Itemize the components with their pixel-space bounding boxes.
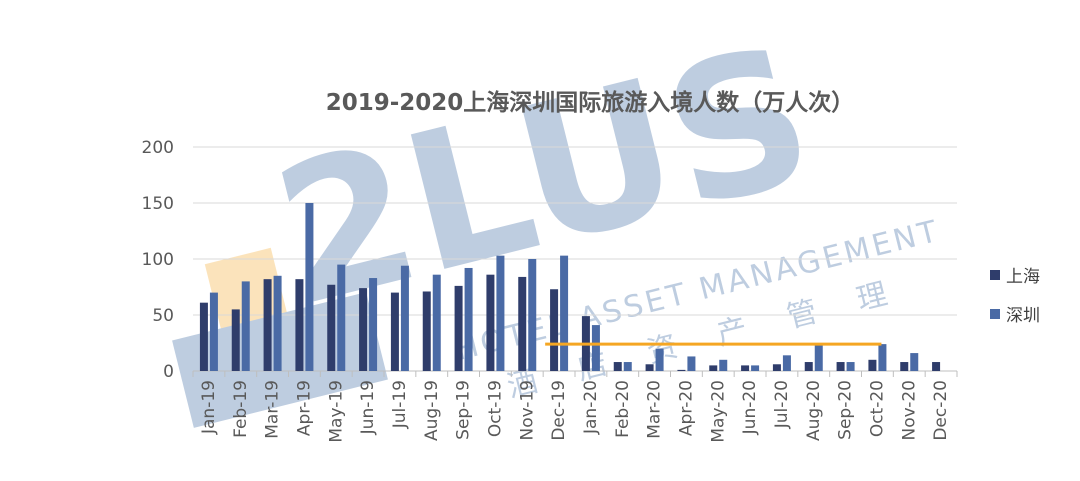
bar-shanghai [263, 279, 272, 371]
bar-shanghai [390, 292, 399, 371]
legend-label-shanghai: 上海 [1006, 267, 1040, 287]
x-tick-label: Sep-19 [454, 380, 474, 440]
x-tick-label: Feb-19 [231, 380, 251, 438]
x-tick-label: May-19 [326, 380, 346, 443]
bar-shenzhen [337, 264, 346, 371]
bar-shanghai [741, 365, 750, 371]
bar-shanghai [231, 309, 240, 371]
legend-swatch-shanghai [990, 270, 1000, 280]
bar-shanghai [804, 362, 813, 371]
bar-shenzhen [464, 267, 473, 371]
x-tick-label: Apr-20 [676, 380, 696, 436]
y-tick-label: 100 [142, 250, 174, 270]
bar-shanghai [550, 289, 559, 371]
y-tick-label: 0 [163, 362, 174, 382]
bar-shenzhen [496, 255, 505, 371]
x-tick-label: Oct-20 [867, 380, 887, 437]
chart-title: 2019-2020上海深圳国际旅游入境人数（万人次） [326, 89, 855, 116]
x-tick-label: May-20 [708, 380, 728, 443]
bar-shanghai [359, 288, 368, 371]
bar-shenzhen [655, 348, 664, 371]
bar-shenzhen [687, 356, 696, 371]
bar-shenzhen [910, 353, 919, 371]
x-tick-label: Jul-20 [772, 380, 792, 429]
bar-shenzhen [782, 355, 791, 371]
y-tick-label: 200 [142, 138, 174, 158]
bars [199, 203, 941, 371]
bar-shanghai [868, 359, 877, 371]
bar-shanghai [199, 302, 208, 371]
bar-shenzhen [591, 325, 600, 371]
x-axis-ticks: Jan-19 Feb-19 Mar-19 Apr-19 May-19 Jun-19 Jul-… [192, 371, 958, 443]
x-tick-label: Aug-19 [422, 380, 442, 441]
x-tick-label: Jun-20 [740, 380, 760, 435]
x-tick-label: Nov-20 [899, 380, 919, 441]
bar-shenzhen [528, 259, 537, 371]
x-tick-label: Dec-20 [931, 380, 951, 441]
bar-shanghai [327, 284, 336, 371]
bar-shenzhen [719, 359, 728, 371]
bar-shenzhen [369, 278, 378, 371]
x-tick-label: Jan-20 [581, 380, 601, 435]
bar-shenzhen [623, 362, 632, 371]
x-tick-label: Feb-20 [613, 380, 633, 438]
legend-label-shenzhen: 深圳 [1006, 306, 1040, 326]
bar-shanghai [836, 362, 845, 371]
y-tick-label: 150 [142, 194, 174, 214]
y-tick-label: 50 [152, 306, 174, 326]
x-tick-label: Jun-19 [358, 380, 378, 435]
bar-shenzhen [305, 203, 314, 371]
x-tick-label: Sep-20 [836, 380, 856, 440]
bar-shenzhen [400, 265, 409, 371]
bar-shenzhen [814, 345, 823, 371]
x-tick-label: Mar-20 [645, 380, 665, 439]
bar-shanghai [454, 285, 463, 371]
x-tick-label: Mar-19 [263, 380, 283, 439]
bar-shanghai [932, 362, 941, 371]
bar-shanghai [486, 274, 495, 371]
bar-shenzhen [751, 365, 760, 371]
bar-shenzhen [209, 292, 218, 371]
bar-shanghai [677, 369, 686, 371]
bar-shenzhen [878, 344, 887, 371]
x-tick-label: Nov-19 [517, 380, 537, 441]
bar-shanghai [772, 364, 781, 371]
bar-shanghai [295, 279, 304, 371]
legend-swatch-shenzhen [990, 309, 1000, 319]
bar-shenzhen [846, 362, 855, 371]
x-tick-label: Jan-19 [199, 380, 219, 435]
bar-shanghai [613, 362, 622, 371]
y-axis-ticks: 0 50 100 150 200 [142, 138, 174, 382]
bar-shenzhen [560, 255, 569, 371]
x-tick-label: Oct-19 [485, 380, 505, 437]
bar-shanghai [518, 276, 527, 371]
x-tick-label: Dec-19 [549, 380, 569, 441]
x-tick-label: Jul-19 [390, 380, 410, 429]
x-tick-label: Aug-20 [804, 380, 824, 441]
legend: 上海 深圳 [990, 267, 1040, 326]
bar-shenzhen [241, 281, 250, 371]
bar-shanghai [422, 291, 431, 371]
bar-shenzhen [273, 275, 282, 371]
bar-shanghai [709, 365, 718, 371]
bar-shanghai [645, 364, 654, 371]
bar-shenzhen [432, 274, 441, 371]
bar-shanghai [900, 362, 909, 371]
x-tick-label: Apr-19 [294, 380, 314, 436]
